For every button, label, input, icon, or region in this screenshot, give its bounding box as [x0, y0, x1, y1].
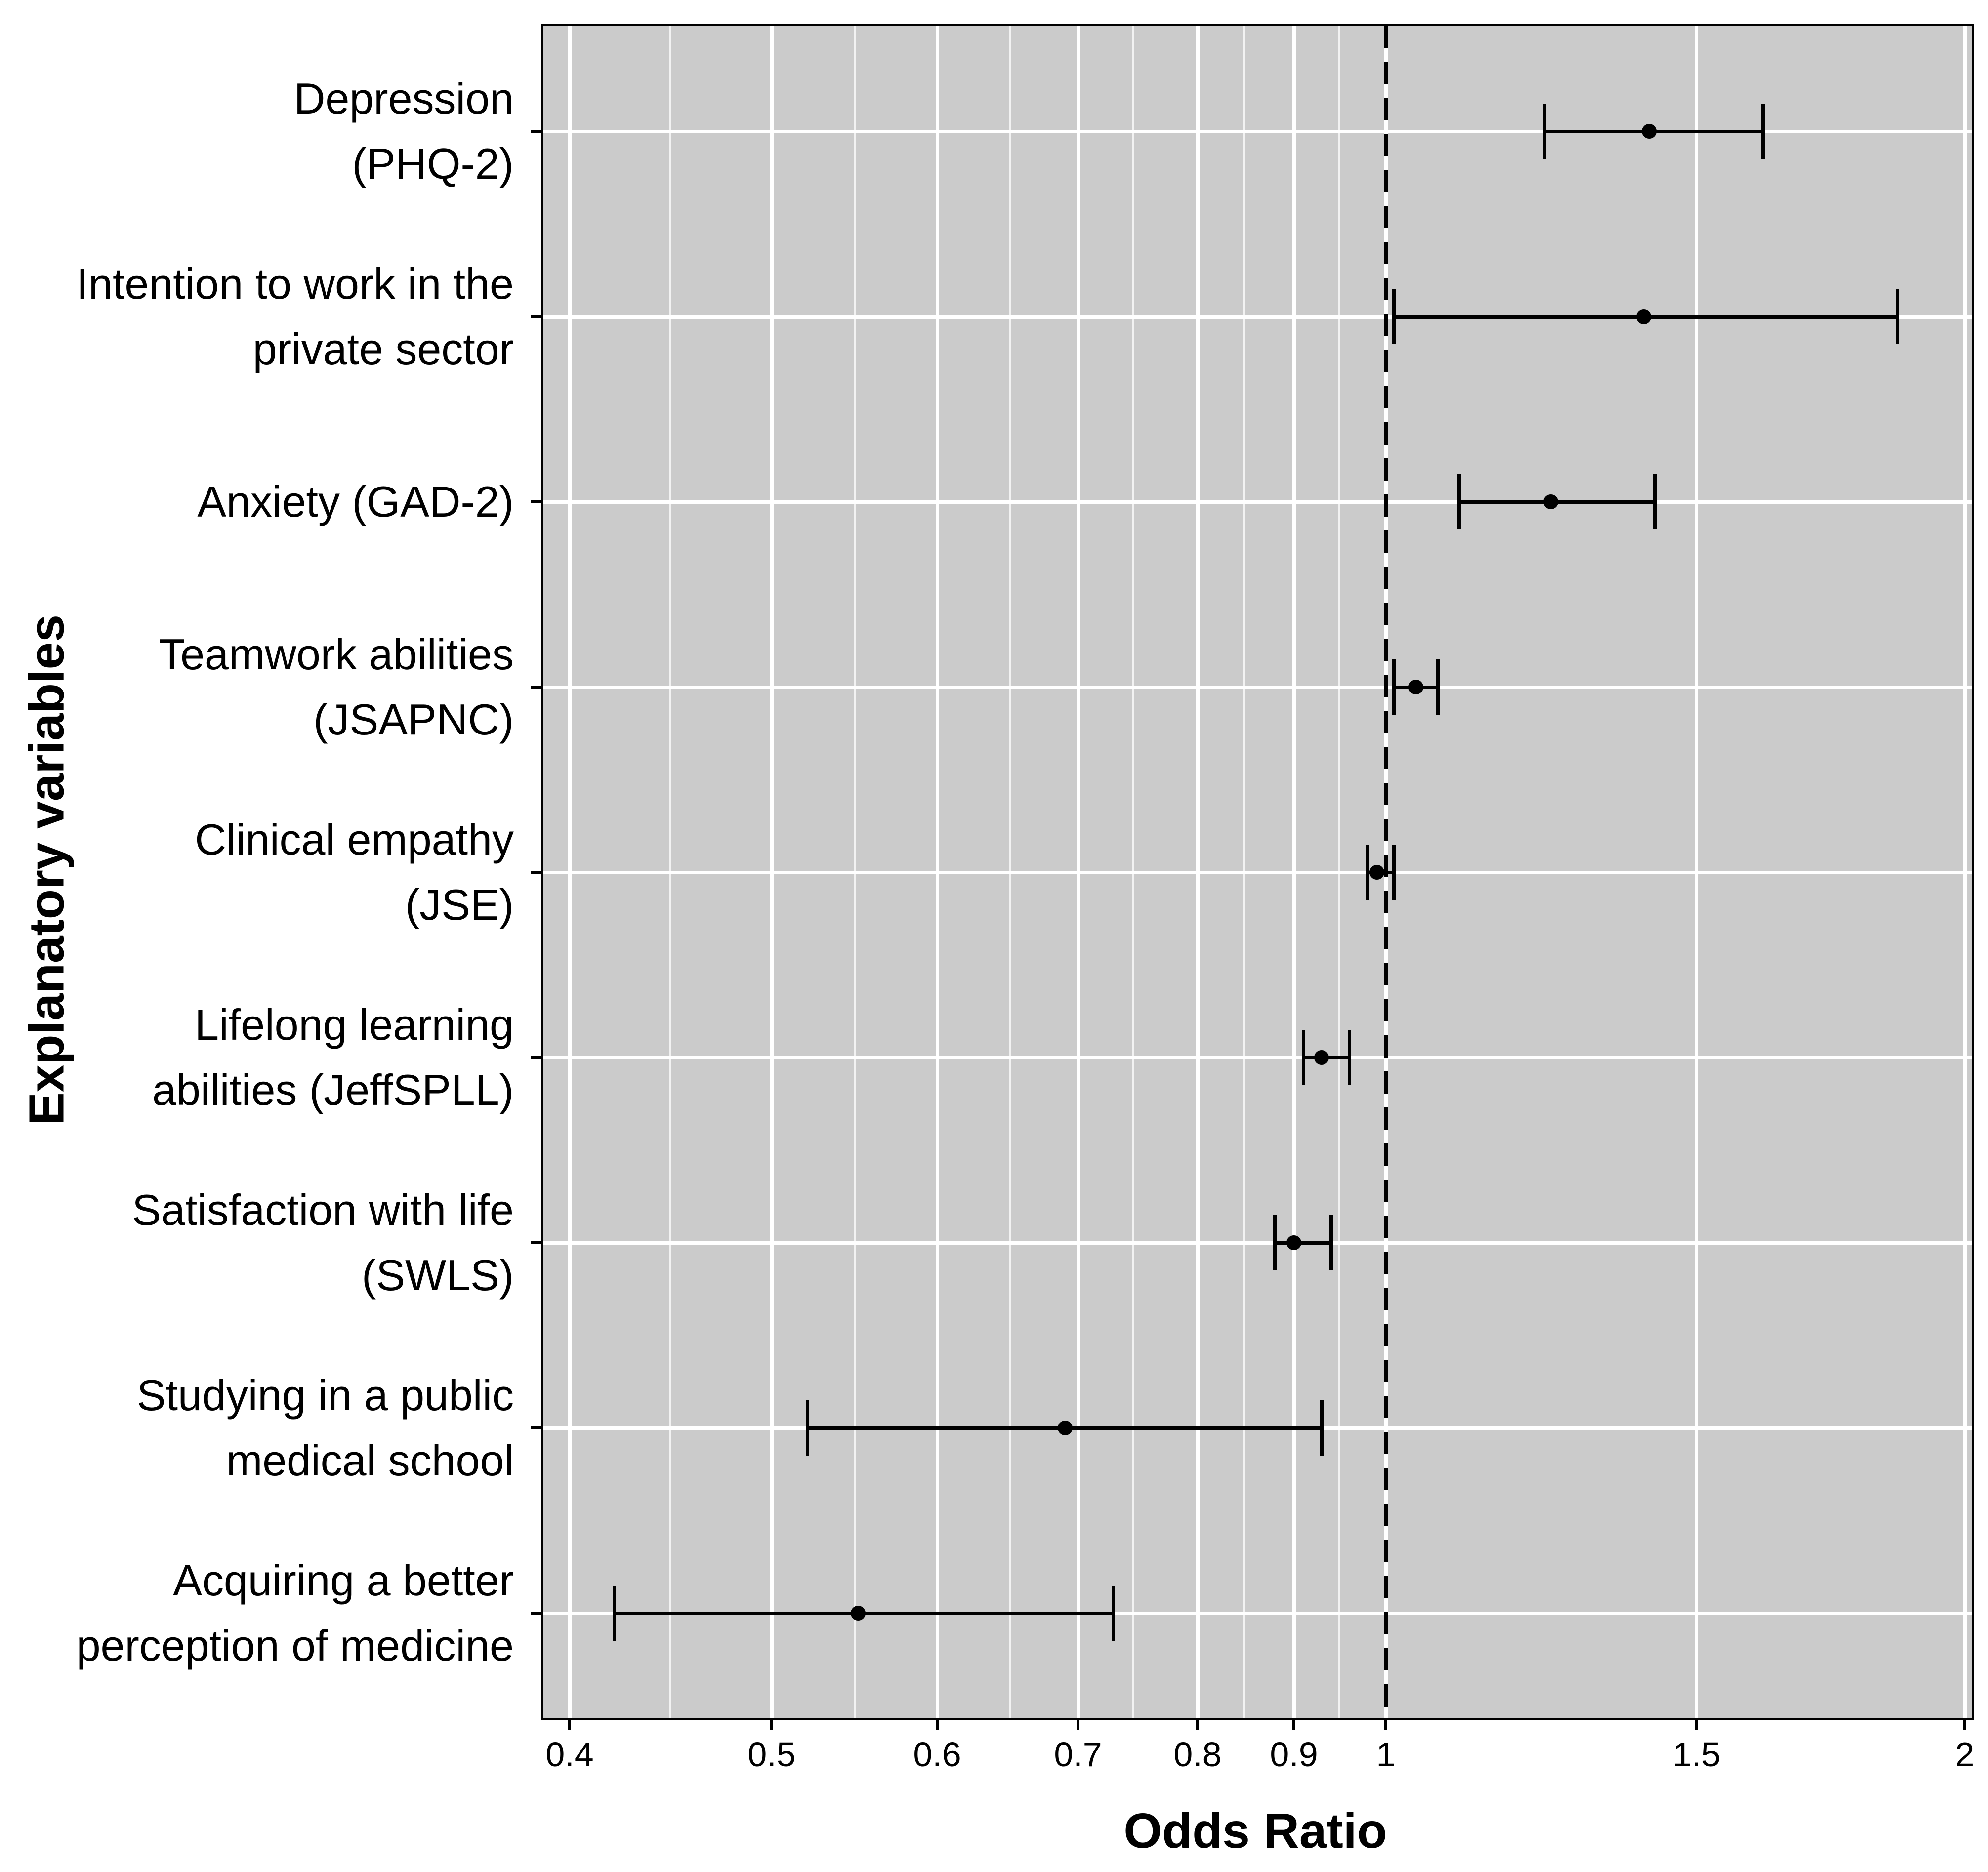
ci-cap-low	[806, 1400, 809, 1456]
ci-cap-low	[613, 1586, 616, 1641]
gridline-y-major	[543, 1241, 1972, 1245]
y-category-label: Acquiring a better perception of medicine	[77, 1548, 514, 1678]
y-axis-tick	[531, 1612, 541, 1615]
gridline-y-major	[543, 315, 1972, 319]
x-axis-tick	[568, 1718, 571, 1730]
ci-cap-low	[1273, 1215, 1277, 1270]
y-category-label-line: Studying in a public	[136, 1371, 514, 1420]
odds-ratio-point	[1636, 309, 1651, 324]
odds-ratio-point	[1286, 1235, 1301, 1250]
ci-cap-high	[1392, 845, 1396, 900]
x-tick-label: 2	[1955, 1735, 1975, 1774]
y-category-label-line: Acquiring a better	[173, 1556, 514, 1605]
y-category-label-line: private sector	[252, 325, 514, 373]
gridline-y-major	[543, 1056, 1972, 1059]
y-axis-tick	[531, 686, 541, 689]
x-axis-tick	[1695, 1718, 1698, 1730]
x-tick-label: 0.9	[1270, 1735, 1318, 1774]
y-category-label: Satisfaction with life (SWLS)	[132, 1178, 514, 1308]
y-category-label: Clinical empathy (JSE)	[195, 807, 514, 937]
ci-cap-low	[1366, 845, 1369, 900]
y-axis-tick	[531, 1426, 541, 1429]
ci-cap-high	[1320, 1400, 1324, 1456]
x-axis-tick	[1384, 1718, 1387, 1730]
y-axis-tick	[531, 1241, 541, 1244]
x-axis-tick	[1292, 1718, 1295, 1730]
y-category-label: Depression (PHQ-2)	[294, 66, 514, 197]
gridline-y-major	[543, 500, 1972, 504]
y-axis-tick	[531, 871, 541, 874]
y-category-label-line: (JSAPNC)	[313, 695, 514, 744]
ci-cap-low	[1392, 659, 1396, 715]
y-category-label-line: Clinical empathy	[195, 815, 514, 864]
y-category-label: Intention to work in the private sector	[77, 251, 514, 382]
x-tick-label: 0.8	[1173, 1735, 1222, 1774]
ci-cap-high	[1653, 474, 1657, 529]
ci-cap-low	[1302, 1030, 1305, 1085]
odds-ratio-point	[1642, 124, 1657, 139]
ci-cap-high	[1896, 289, 1899, 344]
x-axis-tick	[1196, 1718, 1199, 1730]
gridline-y-major	[543, 686, 1972, 689]
gridline-y-major	[543, 130, 1972, 133]
y-category-label-line: Depression	[293, 74, 514, 123]
odds-ratio-point	[1058, 1421, 1073, 1435]
y-axis-tick	[531, 500, 541, 503]
ci-cap-low	[1457, 474, 1461, 529]
y-category-label-line: Satisfaction with life	[132, 1185, 514, 1234]
y-category-label-line: perception of medicine	[76, 1621, 514, 1670]
y-category-label-line: Anxiety (GAD-2)	[197, 477, 514, 526]
gridline-y-major	[543, 1612, 1972, 1615]
y-axis-title: Explanatory variables	[19, 614, 75, 1125]
x-axis-tick	[1963, 1718, 1966, 1730]
y-category-label-line: (SWLS)	[362, 1251, 514, 1300]
y-category-label-line: abilities (JeffSPLL)	[152, 1065, 514, 1114]
x-tick-label: 0.5	[747, 1735, 796, 1774]
x-tick-label: 0.6	[913, 1735, 961, 1774]
x-tick-label: 0.4	[545, 1735, 594, 1774]
odds-ratio-point	[1314, 1050, 1329, 1065]
x-tick-label: 1.5	[1672, 1735, 1721, 1774]
ci-cap-high	[1348, 1030, 1351, 1085]
y-axis-tick	[531, 1056, 541, 1059]
odds-ratio-point	[1408, 680, 1423, 694]
x-axis-tick	[1077, 1718, 1079, 1730]
ci-cap-high	[1436, 659, 1440, 715]
y-category-label-line: (PHQ-2)	[352, 139, 514, 188]
ci-cap-high	[1761, 104, 1765, 159]
plot-panel	[541, 24, 1974, 1720]
ci-cap-high	[1329, 1215, 1333, 1270]
y-axis-tick	[531, 130, 541, 133]
x-tick-label: 0.7	[1054, 1735, 1102, 1774]
y-category-label: Teamwork abilities (JSAPNC)	[159, 622, 514, 752]
x-axis-tick	[936, 1718, 939, 1730]
y-category-label: Studying in a public medical school	[137, 1363, 514, 1493]
odds-ratio-point	[851, 1606, 866, 1621]
y-category-label-line: Lifelong learning	[195, 1000, 514, 1049]
ci-cap-high	[1112, 1586, 1115, 1641]
gridline-y-major	[543, 871, 1972, 874]
ci-interval	[1275, 1241, 1331, 1245]
x-axis-title: Odds Ratio	[1123, 1803, 1387, 1859]
x-axis-tick	[770, 1718, 773, 1730]
ci-cap-low	[1392, 289, 1396, 344]
ci-cap-low	[1543, 104, 1546, 159]
odds-ratio-point	[1543, 494, 1558, 509]
odds-ratio-point	[1369, 865, 1384, 880]
x-tick-label: 1	[1376, 1735, 1396, 1774]
y-category-label-line: (JSE)	[405, 880, 514, 929]
y-category-label-line: Intention to work in the	[76, 259, 514, 308]
y-category-label: Anxiety (GAD-2)	[197, 469, 514, 534]
y-category-label-line: medical school	[226, 1436, 514, 1485]
y-category-label-line: Teamwork abilities	[159, 630, 514, 679]
y-category-label: Lifelong learning abilities (JeffSPLL)	[152, 992, 514, 1123]
y-axis-tick	[531, 315, 541, 318]
